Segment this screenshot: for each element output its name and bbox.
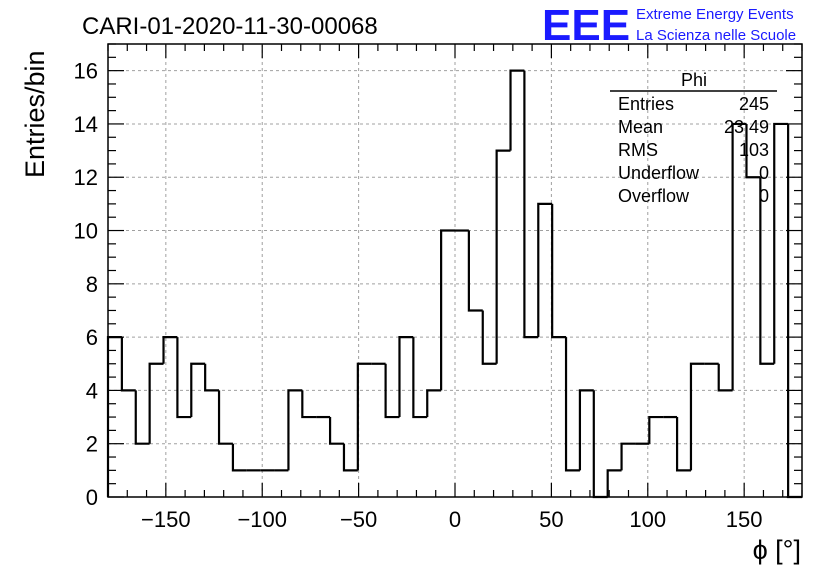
stats-row-label: Overflow (618, 186, 690, 206)
histogram-bin (523, 70, 539, 339)
histogram-bin (120, 337, 136, 392)
histogram-bin (675, 417, 691, 472)
histogram-bin (551, 203, 567, 339)
histogram-bin (509, 69, 525, 151)
histogram-bin (648, 415, 664, 444)
y-tick-label: 8 (86, 272, 98, 297)
x-tick-label: 150 (726, 507, 763, 532)
histogram-bin (537, 202, 553, 338)
eee-logo: EEE Extreme Energy Events La Scienza nel… (542, 1, 796, 50)
logo-line-1: Extreme Energy Events (636, 6, 794, 23)
x-tick-label: −150 (141, 507, 191, 532)
histogram-bin (731, 122, 747, 391)
histogram-bin (176, 337, 192, 419)
histogram-bin (148, 362, 164, 444)
histogram-bin (592, 390, 608, 499)
histogram-bin (190, 362, 206, 418)
stats-row-label: RMS (618, 140, 658, 160)
histogram-bin (467, 230, 483, 312)
x-tick-label: 0 (449, 507, 461, 532)
histogram-bin (301, 390, 317, 419)
grid-lines (108, 44, 802, 497)
y-tick-label: 4 (86, 378, 98, 403)
stats-rows: Entries 245 Mean 23.49 RMS 103 Underflow 0 Overf… (618, 94, 769, 206)
x-tick-label: 100 (629, 507, 666, 532)
histogram-bin (787, 123, 802, 499)
stats-row-value: 23.49 (724, 117, 769, 137)
histogram-bin (745, 123, 761, 179)
y-tick-label: 16 (74, 59, 98, 84)
x-tick-label: −50 (340, 507, 377, 532)
histogram-bin (606, 469, 622, 497)
stats-row-label: Entries (618, 94, 674, 114)
histogram-bin (481, 310, 497, 365)
histogram-bin (620, 442, 636, 471)
histogram-bin (384, 363, 400, 419)
histogram-bin (342, 443, 358, 472)
histogram-bin (495, 149, 511, 364)
histogram-bin (231, 443, 247, 472)
stats-row-label: Mean (618, 117, 663, 137)
histogram-bin (773, 122, 789, 364)
histogram-bin (717, 363, 733, 392)
logo-line-2: La Scienza nelle Scuole (636, 27, 796, 44)
y-tick-label: 10 (74, 219, 98, 244)
y-tick-label: 0 (86, 485, 98, 510)
histogram-bin (426, 389, 442, 418)
histogram-bin (106, 336, 122, 497)
x-axis-title: ϕ [°] (753, 535, 801, 565)
histogram-bin (398, 336, 414, 418)
histogram-bin (412, 337, 428, 419)
stats-row-value: 0 (759, 163, 769, 183)
histogram-bin (287, 389, 303, 471)
plot-title: CARI-01-2020-11-30-00068 (82, 13, 378, 40)
stats-box: Phi Entries 245 Mean 23.49 RMS 103 Underflow 0 O… (610, 70, 777, 206)
y-tick-label: 12 (74, 165, 98, 190)
stats-row-label: Underflow (618, 163, 700, 183)
stats-row-value: 103 (739, 140, 769, 160)
histogram-bin (564, 337, 580, 472)
histogram-bin (328, 417, 344, 445)
y-tick-label: 6 (86, 325, 98, 350)
histogram-bin (217, 390, 233, 445)
histogram-series (106, 69, 802, 499)
histogram-bin (759, 177, 775, 365)
stats-row-value: 245 (739, 94, 769, 114)
histogram-bin (440, 229, 455, 391)
histogram-bin (578, 389, 594, 471)
histogram-bin (356, 362, 372, 471)
histogram-bin (162, 336, 178, 364)
stats-row-value: 0 (759, 186, 769, 206)
x-tick-label: 50 (539, 507, 563, 532)
x-tick-label: −100 (237, 507, 287, 532)
y-tick-label: 2 (86, 432, 98, 457)
histogram-bin (204, 363, 220, 392)
tick-labels: −150 −100 −50 0 50 100 150 0 2 4 6 8 10 12 14 16 (74, 59, 763, 532)
y-tick-label: 14 (74, 112, 98, 137)
histogram-bin (689, 362, 705, 471)
stats-title: Phi (681, 70, 707, 90)
logo-mark: EEE (542, 1, 630, 50)
histogram-bin (134, 390, 150, 445)
y-axis-title: Entries/bin (20, 50, 50, 178)
